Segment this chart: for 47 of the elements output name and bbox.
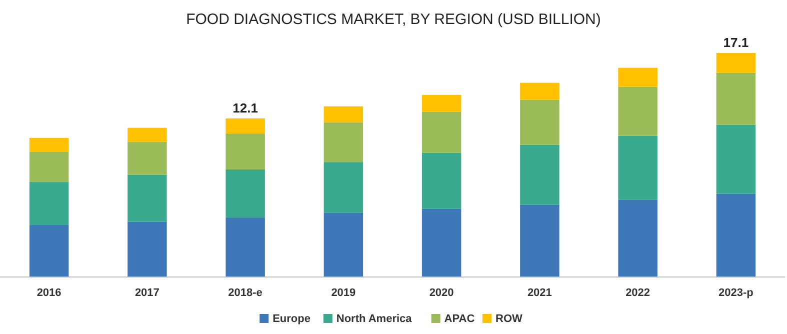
bar (716, 53, 756, 73)
bar (128, 128, 167, 142)
bar (324, 122, 364, 162)
legend-label: APAC (444, 313, 475, 325)
bar (716, 72, 756, 125)
bar (324, 106, 364, 122)
bar (520, 100, 560, 145)
bar (324, 212, 364, 277)
x-tick-label: 2018-e (228, 287, 262, 299)
annotation: 12.1 (232, 100, 258, 116)
bar (29, 152, 69, 182)
x-tick-label: 2021 (527, 287, 552, 299)
bar (716, 124, 756, 194)
x-tick-label: 2016 (36, 287, 62, 299)
legend-label: North America (336, 313, 413, 325)
bar (29, 225, 69, 277)
bar (226, 217, 265, 277)
x-tick-label: 2017 (134, 287, 160, 299)
x-tick-label: 2019 (331, 287, 356, 299)
bar (520, 82, 560, 100)
annotation: 17.1 (723, 35, 749, 50)
bar (520, 144, 560, 205)
bar (226, 133, 265, 170)
bar (520, 204, 560, 277)
bar (128, 142, 167, 175)
x-tick-label: 2022 (626, 287, 650, 299)
legend-label: ROW (496, 313, 523, 325)
bar (128, 222, 167, 277)
bar (618, 86, 658, 136)
x-tick-label: 2023-p (718, 287, 754, 299)
bar (422, 94, 462, 112)
bar (29, 138, 69, 152)
bar (324, 162, 364, 213)
bar (618, 200, 658, 277)
x-tick-label: 2020 (429, 287, 454, 299)
bar (716, 194, 756, 277)
bar (128, 174, 167, 222)
bar (618, 136, 658, 200)
chart-title: FOOD DIAGNOSTICS MARKET, BY REGION (USD BILLION) (186, 11, 601, 28)
bar (226, 118, 265, 134)
bar (422, 208, 462, 277)
bar (29, 182, 69, 226)
bar (226, 169, 265, 218)
legend-label: Europe (272, 313, 311, 325)
bar (618, 68, 658, 87)
bar (422, 152, 462, 209)
bar (422, 112, 462, 153)
